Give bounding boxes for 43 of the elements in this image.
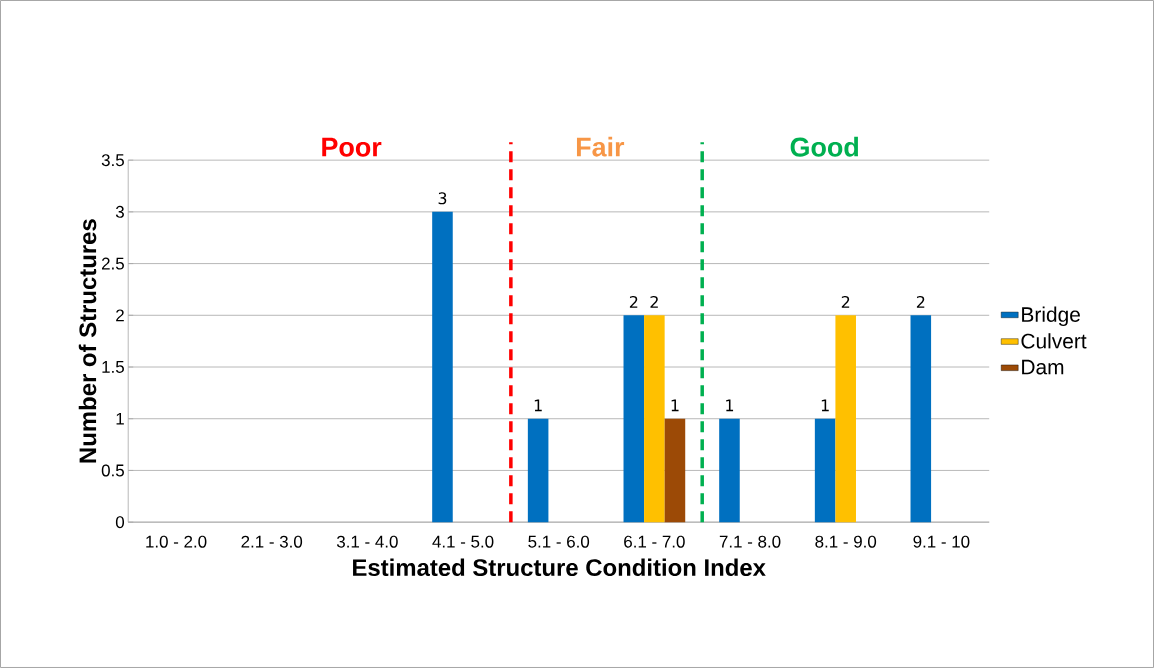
text: Fair bbox=[576, 136, 625, 157]
x-tick-label: 8.1 - 9.0 bbox=[815, 535, 877, 548]
bar bbox=[910, 315, 932, 523]
x-tick-label: 3.1 - 4.0 bbox=[336, 535, 398, 548]
data-label: 1 bbox=[671, 399, 679, 412]
bar bbox=[644, 315, 665, 523]
y-tick-label: 3 bbox=[115, 205, 124, 218]
y-tick-label: 0.5 bbox=[101, 464, 124, 477]
text: Poor bbox=[322, 137, 382, 157]
x-tick-label: 1.0 - 2.0 bbox=[146, 535, 207, 548]
bar bbox=[664, 418, 686, 523]
y-axis-title: Number of Structures bbox=[78, 219, 97, 463]
x-tick-label: 9.1 - 10 bbox=[913, 535, 970, 548]
data-label: 2 bbox=[650, 295, 658, 308]
x-tick-label: 5.1 - 6.0 bbox=[528, 535, 590, 548]
bar bbox=[814, 418, 836, 523]
data-label: 1 bbox=[726, 399, 734, 412]
y-tick-label: 2.5 bbox=[102, 257, 124, 270]
data-label: 2 bbox=[916, 295, 925, 308]
data-label: 2 bbox=[629, 295, 638, 308]
data-label: 1 bbox=[821, 399, 829, 412]
x-axis-title: Estimated Structure Condition Index bbox=[353, 558, 766, 577]
data-label: 2 bbox=[841, 295, 850, 308]
y-tick-label: 0 bbox=[115, 516, 125, 529]
y-tick-label: 2 bbox=[116, 309, 124, 322]
x-tick-label: 4.1 - 5.0 bbox=[432, 535, 494, 548]
bar bbox=[432, 211, 453, 523]
y-tick-label: 1 bbox=[116, 412, 124, 425]
legend-label: Bridge bbox=[1022, 306, 1080, 327]
data-label: 3 bbox=[438, 192, 447, 205]
x-tick-label: 2.1 - 3.0 bbox=[241, 535, 303, 548]
y-tick-label: 3.5 bbox=[101, 154, 124, 167]
bar bbox=[835, 315, 856, 523]
bar bbox=[527, 418, 549, 523]
text: Good bbox=[790, 136, 858, 157]
data-label: 1 bbox=[534, 399, 542, 412]
y-tick-label: 1.5 bbox=[102, 361, 124, 373]
bar bbox=[623, 315, 645, 523]
x-tick-label: 6.1 - 7.0 bbox=[624, 535, 685, 548]
x-tick-label: 7.1 - 8.0 bbox=[719, 535, 781, 548]
legend-label: Culvert bbox=[1021, 333, 1087, 349]
bar bbox=[719, 418, 740, 523]
legend-label: Dam bbox=[1022, 359, 1064, 375]
